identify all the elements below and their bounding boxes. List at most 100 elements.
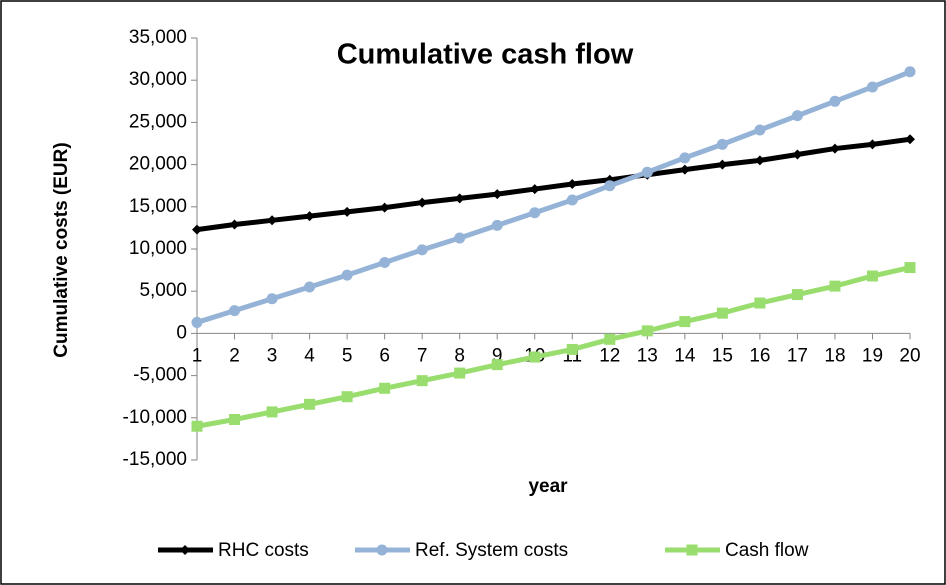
marker [679,316,691,328]
marker [376,544,388,556]
marker [379,382,391,394]
marker [716,307,728,319]
marker [191,316,203,328]
marker [454,232,466,244]
y-tick-label: 10,000 [129,238,187,259]
x-tick-label: 4 [304,345,315,366]
marker [829,95,841,107]
chart-title: Cumulative cash flow [337,39,634,71]
x-tick-label: 5 [342,345,353,366]
marker [417,197,428,208]
marker [266,293,278,305]
y-tick-label: -10,000 [123,407,187,428]
marker [604,333,616,345]
marker [529,184,540,195]
marker [717,159,728,170]
marker [229,413,241,425]
marker [754,155,765,166]
marker [686,544,698,556]
marker [604,180,616,192]
marker [679,164,690,175]
marker [342,206,353,217]
marker [304,281,316,293]
y-tick-label: -5,000 [133,365,187,386]
x-tick-label: 1 [192,345,203,366]
y-tick-label: -15,000 [123,449,187,470]
marker [754,124,766,136]
marker [416,375,428,387]
x-tick-label: 7 [417,345,428,366]
marker [791,110,803,122]
y-tick-label: 0 [176,322,187,343]
legend-label: Ref. System costs [415,540,568,561]
marker [866,81,878,93]
marker [529,207,541,219]
marker [792,149,803,160]
x-tick-label: 19 [862,345,883,366]
series-line [196,136,911,233]
x-tick-label: 14 [674,345,696,366]
marker [304,398,316,410]
marker [416,244,428,256]
marker [866,270,878,282]
y-tick-label: 5,000 [139,280,187,301]
legend-label: Cash flow [725,540,809,561]
y-tick-label: 30,000 [129,69,187,90]
marker [454,193,465,204]
x-tick-label: 16 [749,345,770,366]
marker [341,269,353,281]
marker [829,280,841,292]
marker [192,224,202,235]
x-tick-label: 6 [379,345,390,366]
marker [867,139,878,150]
marker [904,66,916,78]
marker [641,166,653,178]
x-tick-label: 3 [267,345,278,366]
marker [379,257,391,269]
marker [491,219,503,231]
legend-label: RHC costs [218,540,309,561]
x-tick-label: 2 [229,345,240,366]
marker [266,406,278,418]
x-tick-label: 13 [637,345,658,366]
marker [529,351,541,363]
marker [454,367,466,379]
x-axis-label: year [528,476,568,497]
y-tick-label: 35,000 [129,27,187,48]
x-tick-label: 12 [599,345,620,366]
marker [379,202,390,213]
series-line [196,265,911,429]
marker [304,211,315,222]
marker [267,215,278,226]
x-tick-label: 17 [787,345,808,366]
marker [791,289,803,301]
marker [566,343,578,355]
y-tick-label: 20,000 [129,154,187,175]
marker [641,325,653,337]
marker [229,305,241,317]
x-tick-label: 8 [454,345,465,366]
y-tick-label: 15,000 [129,196,187,217]
series-line [196,69,911,325]
marker [679,152,691,164]
marker [229,219,240,230]
marker [567,179,578,190]
y-axis-label: Cumulative costs (EUR) [51,142,72,357]
x-tick-label: 18 [824,345,845,366]
marker [491,359,503,371]
marker [754,297,766,309]
x-tick-label: 15 [712,345,733,366]
x-tick-label: 20 [899,345,920,366]
marker [492,189,503,200]
marker [716,138,728,150]
marker [905,134,915,145]
marker [566,194,578,206]
marker [904,262,916,274]
y-tick-label: 25,000 [129,111,187,132]
marker [829,143,840,154]
marker [341,391,353,403]
x-tick-label: 9 [492,345,503,366]
marker [191,420,203,432]
